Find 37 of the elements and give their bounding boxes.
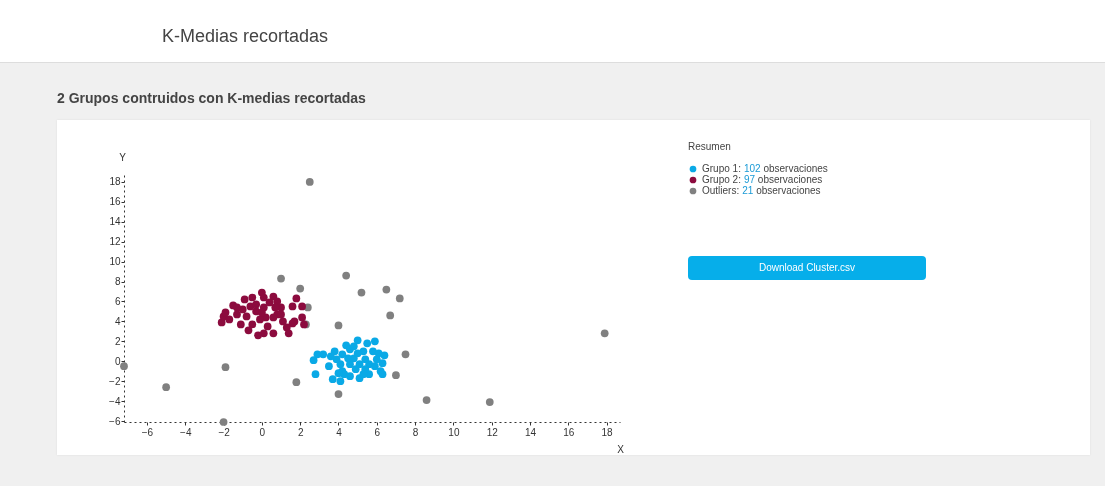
y-tick-label: 0 xyxy=(114,355,121,367)
x-tick-label: 18 xyxy=(601,426,614,438)
x-tick-label: 16 xyxy=(563,426,575,438)
x-tick-label: 10 xyxy=(448,426,460,438)
y-tick-label: 10 xyxy=(109,256,121,268)
y-tick-label: 4 xyxy=(114,315,121,327)
y-tick-label: 2 xyxy=(114,335,121,347)
y-tick-label: 12 xyxy=(109,236,121,248)
x-tick-label: 14 xyxy=(524,426,537,438)
x-tick-label: 2 xyxy=(297,426,304,438)
y-tick-label: −6 xyxy=(109,415,121,427)
legend-label: Outliers: xyxy=(702,185,740,196)
text: 102 observaciones xyxy=(743,162,828,175)
y-tick-label: −2 xyxy=(109,375,121,387)
text: K-Medias recortadas xyxy=(162,26,329,47)
x-tick-label: 8 xyxy=(412,426,419,438)
x-tick-label: −6 xyxy=(141,426,154,438)
y-tick-label: −4 xyxy=(109,395,121,407)
x-axis-title: X xyxy=(617,443,625,455)
x-tick-label: 12 xyxy=(486,426,499,438)
y-tick-label: 8 xyxy=(114,276,121,288)
x-tick-label: 6 xyxy=(374,426,381,438)
y-tick-label: 18 xyxy=(109,176,121,188)
x-tick-label: −4 xyxy=(180,426,192,438)
x-tick-label: 0 xyxy=(259,426,266,438)
legend-label: Grupo 1: xyxy=(702,163,741,174)
x-tick-label: −2 xyxy=(218,426,231,438)
y-tick-label: 14 xyxy=(109,216,121,228)
text: 97 observaciones xyxy=(743,173,823,186)
legend-label: Grupo 2: xyxy=(702,174,741,185)
y-tick-label: 6 xyxy=(114,295,121,307)
text: 21 observaciones xyxy=(742,184,821,197)
x-tick-label: 4 xyxy=(336,426,343,438)
chart-title: 2 Grupos contruidos con K-medias recortadas xyxy=(57,90,366,106)
y-axis-title: Y xyxy=(119,151,127,163)
legend-title: Resumen xyxy=(688,141,731,152)
y-tick-label: 16 xyxy=(109,196,121,208)
